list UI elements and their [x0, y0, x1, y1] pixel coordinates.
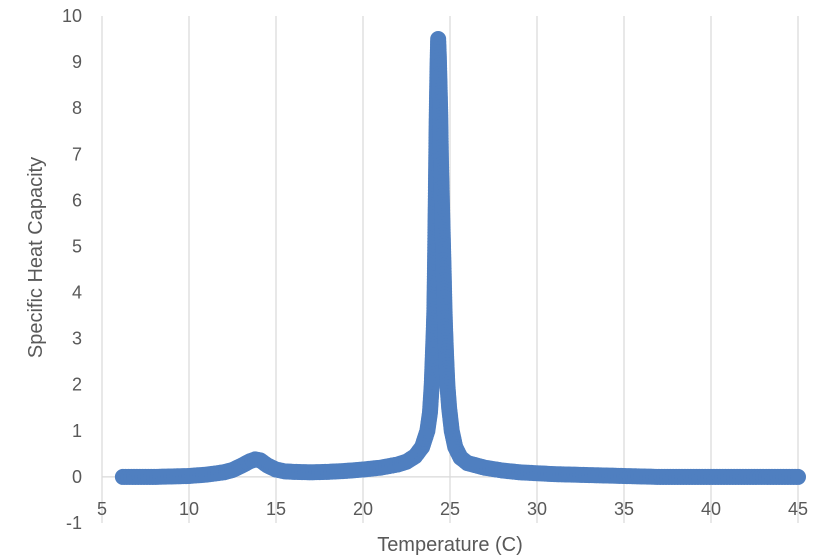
y-tick-label: 6: [72, 190, 82, 210]
data-point: [790, 468, 806, 485]
x-tick-label: 45: [788, 499, 808, 519]
y-tick-label: 3: [72, 329, 82, 349]
y-tick-label: 2: [72, 375, 82, 395]
y-tick-label: 8: [72, 98, 82, 118]
x-tick-label: 5: [97, 499, 107, 519]
y-tick-label: 9: [72, 52, 82, 72]
x-axis-title: Temperature (C): [377, 534, 523, 556]
x-tick-label: 25: [440, 499, 460, 519]
x-tick-label: 40: [701, 499, 721, 519]
y-tick-label: 5: [72, 236, 82, 256]
x-tick-label: 10: [179, 499, 199, 519]
y-tick-label: 1: [72, 421, 82, 441]
y-tick-label: -1: [66, 513, 82, 533]
y-tick-label: 7: [72, 144, 82, 164]
y-axis-title: Specific Heat Capacity: [25, 157, 47, 358]
y-tick-label: 4: [72, 283, 82, 303]
x-tick-label: 20: [353, 499, 373, 519]
x-tick-label: 30: [527, 499, 547, 519]
data-points: [114, 31, 806, 485]
y-tick-label: 10: [62, 6, 82, 26]
x-tick-label: 15: [266, 499, 286, 519]
x-tick-label: 35: [614, 499, 634, 519]
y-tick-label: 0: [72, 467, 82, 487]
